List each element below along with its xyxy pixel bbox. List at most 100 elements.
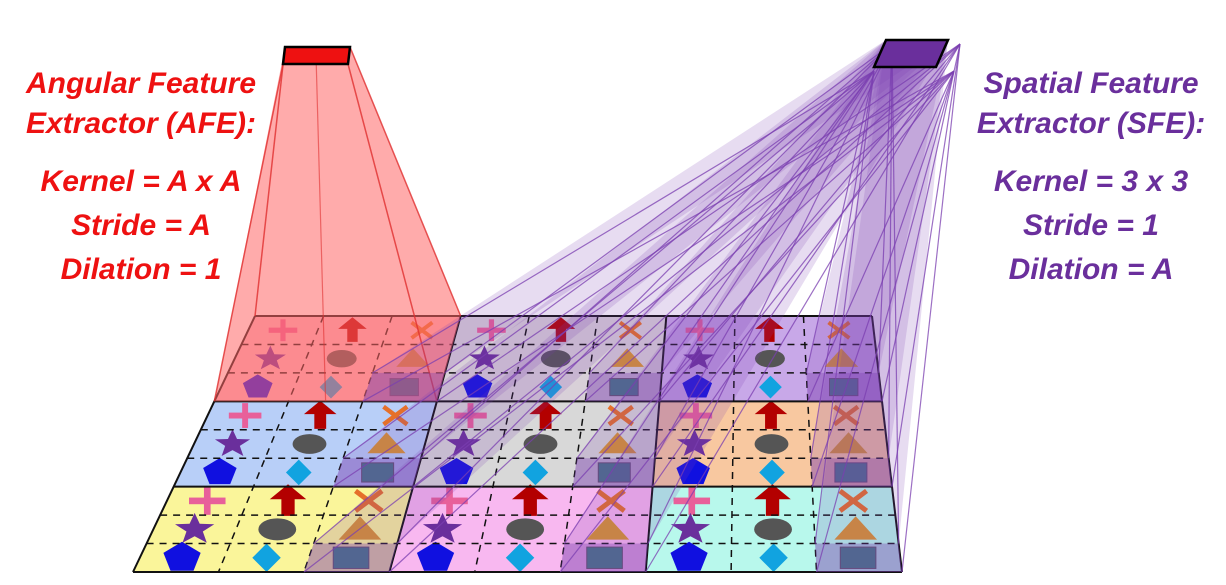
diamond-icon [759, 543, 788, 573]
sfe-beam-edge [647, 43, 893, 544]
sfe-beam-fill [572, 40, 948, 487]
pentagon-icon [439, 458, 474, 485]
sfe-beam-edge [444, 43, 893, 374]
star-icon [422, 512, 463, 543]
afe-description: Angular Feature Extractor (AFE): Kernel … [0, 64, 282, 292]
ellipse-icon [754, 518, 792, 541]
cross-icon [228, 403, 262, 428]
star-icon [670, 512, 711, 543]
ellipse-icon [754, 349, 785, 368]
cross-icon [673, 486, 711, 515]
x_mark-icon [596, 488, 626, 513]
sfe-receptive-field-beam [303, 40, 961, 573]
sfe-beam-edge [645, 43, 961, 573]
sfe-target-cell [572, 458, 655, 487]
sfe-beam-fill [560, 40, 948, 572]
afe-title-line1: Angular Feature [25, 67, 257, 100]
triangle-icon [834, 516, 878, 540]
star-icon [214, 429, 251, 456]
afe-beam-edge [349, 46, 462, 317]
triangle-icon [610, 348, 645, 367]
x_mark-icon [607, 404, 634, 427]
sfe-beam-edge [559, 70, 955, 573]
sfe-beam-edge [661, 43, 893, 374]
grid-dashed-col [559, 315, 599, 573]
diamond-icon [505, 543, 535, 573]
rect-icon [586, 546, 623, 569]
sfe-beam-edge [588, 70, 875, 374]
sfe-beam-fill [815, 40, 948, 572]
sfe-beam-edge [362, 70, 955, 402]
sfe-dilation: Dilation = A [1008, 253, 1174, 286]
ellipse-icon [523, 434, 558, 454]
triangle-icon [367, 432, 406, 454]
rect-icon [839, 546, 877, 569]
sfe-beam-edge [388, 43, 961, 573]
cross-icon [189, 486, 226, 515]
ellipse-icon [292, 434, 327, 454]
diamond-icon [759, 375, 782, 399]
cross-icon [685, 319, 715, 342]
rect-icon [361, 462, 395, 483]
sfe-beam-edge [901, 43, 961, 573]
sfe-target-cell [815, 543, 902, 572]
rect-icon [332, 546, 370, 569]
cross-icon [477, 319, 506, 342]
sfe-title-line2: Extractor (SFE): [976, 107, 1206, 140]
star-icon [445, 429, 482, 456]
sfe-beam-edge [332, 70, 955, 488]
triangle-icon [586, 516, 630, 540]
pentagon-icon [203, 458, 237, 485]
afe-beam-edge [213, 63, 284, 402]
sfe-kernel [872, 38, 950, 69]
ellipse-icon [540, 349, 571, 368]
star-icon [676, 429, 713, 456]
arrow-icon [512, 484, 549, 516]
sfe-beam-edge [420, 43, 893, 459]
sfe-beam-edge [563, 70, 875, 544]
afe-kernel [281, 45, 352, 66]
sfe-beam-fill [333, 40, 949, 487]
sfe-title-line1: Spatial Feature [983, 67, 1199, 100]
triangle-icon [338, 516, 382, 540]
arrow-icon [754, 484, 791, 516]
triangle-icon [829, 432, 868, 454]
sfe-target-cell [585, 372, 662, 402]
afe-beam-edge [254, 46, 286, 317]
sfe-beam-edge [436, 43, 961, 402]
arrow-icon [269, 484, 307, 516]
grid-dashed-col [730, 315, 736, 573]
sfe-stride: Stride = 1 [1023, 209, 1159, 242]
sfe-beam-edge [878, 43, 893, 373]
sfe-beam-edge [891, 43, 900, 544]
sfe-target-cell [560, 543, 648, 572]
star-icon [175, 512, 215, 543]
star-icon [683, 345, 715, 370]
sfe-beam-fill [810, 40, 948, 487]
afe-stride: Stride = A [71, 209, 211, 242]
triangle-icon [824, 348, 859, 367]
sfe-beam-edge [654, 43, 893, 459]
sfe-beam-edge [805, 70, 875, 374]
sfe-beam-edge [412, 43, 961, 488]
ellipse-icon [258, 518, 297, 541]
sfe-beam-edge [658, 43, 961, 402]
sfe-beam-edge [807, 70, 955, 402]
sfe-beam-edge [396, 43, 893, 544]
diamond-icon [285, 459, 312, 486]
grid-dashed-col [474, 315, 530, 573]
arrow-icon [755, 317, 784, 342]
sfe-target-cell [333, 458, 422, 487]
grid-dashed-col [802, 315, 818, 573]
rect-icon [609, 378, 639, 397]
sfe-target-cell [810, 458, 892, 487]
diamond-icon [539, 375, 563, 399]
cross-icon [431, 486, 468, 515]
afe-beam-edge [315, 54, 327, 402]
x_mark-icon [838, 488, 869, 513]
x_mark-icon [382, 404, 409, 427]
star-icon [468, 345, 500, 370]
sfe-beam-edge [313, 70, 875, 545]
sfe-beam-fill [362, 40, 948, 402]
